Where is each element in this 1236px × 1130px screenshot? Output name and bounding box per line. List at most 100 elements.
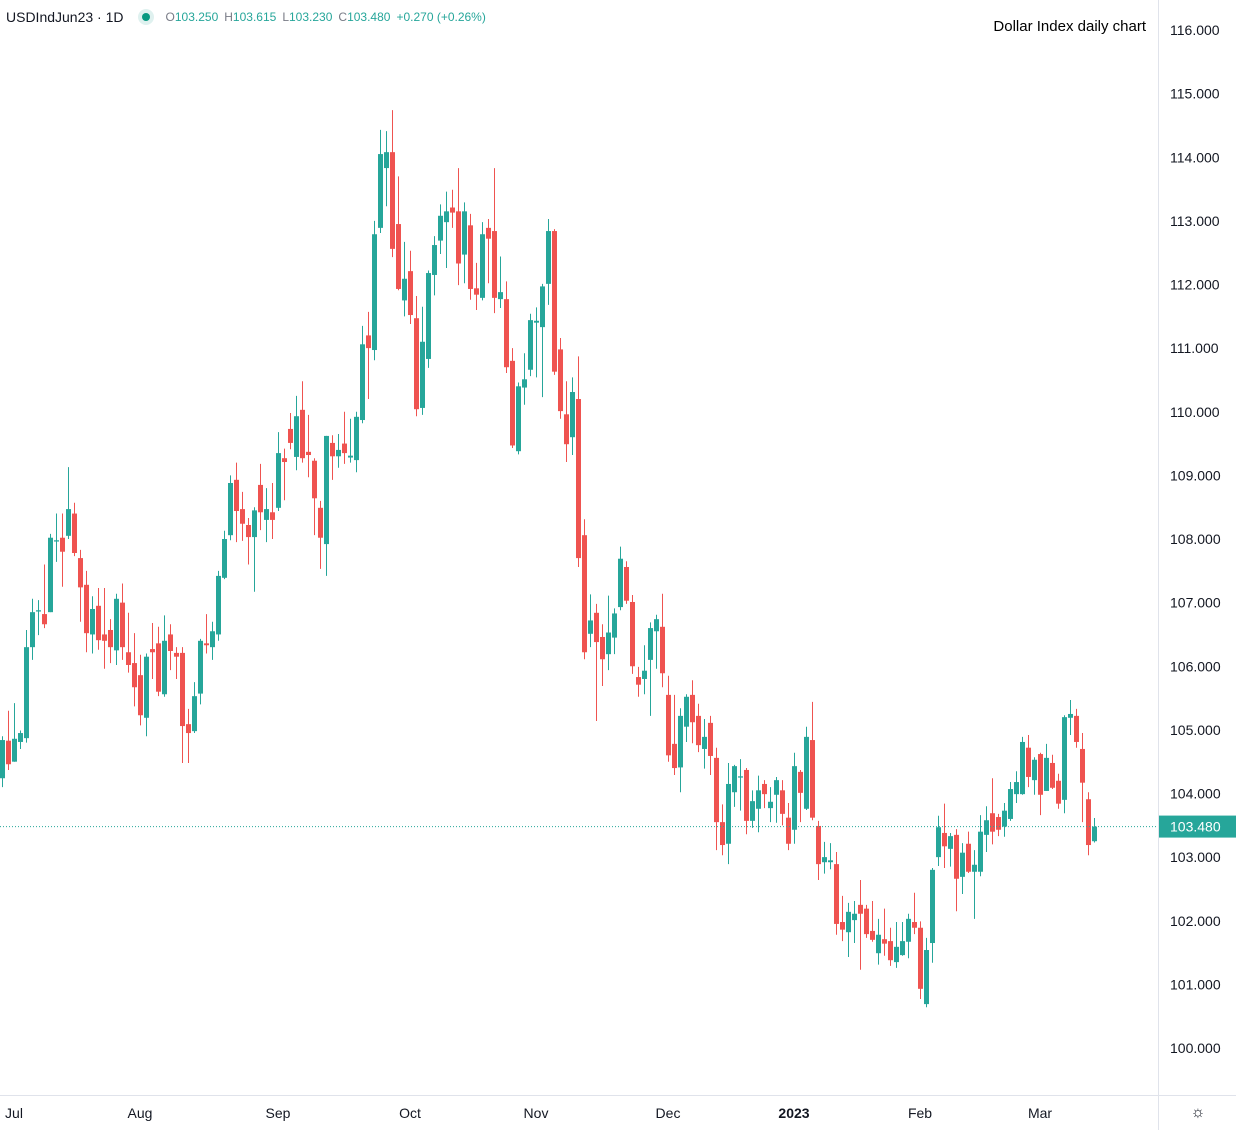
gear-icon[interactable]: ☼ — [1190, 1104, 1206, 1121]
candle-body — [732, 766, 737, 793]
candle-body — [408, 271, 413, 316]
candle — [894, 922, 899, 968]
candle-body — [996, 817, 1001, 830]
candle-body — [258, 484, 263, 513]
candle — [1002, 803, 1007, 837]
candle-body — [690, 694, 695, 723]
candle — [678, 708, 683, 793]
candle-body — [1032, 759, 1037, 781]
symbol-name[interactable]: USDIndJun23 · 1D — [6, 9, 124, 25]
candle — [1062, 715, 1067, 814]
candle-body — [456, 211, 461, 264]
candle-body — [108, 629, 113, 648]
candle-body — [900, 941, 905, 956]
candle-body — [390, 152, 395, 249]
candle — [252, 507, 257, 592]
candle — [474, 262, 479, 310]
candle — [372, 220, 377, 361]
candle-body — [1008, 789, 1013, 819]
candle — [972, 850, 977, 919]
candle-body — [300, 409, 305, 459]
candle — [804, 726, 809, 811]
candle — [948, 832, 953, 867]
candle-body — [366, 335, 371, 349]
candle-body — [102, 634, 107, 641]
candle — [594, 603, 599, 721]
candle — [168, 624, 173, 671]
candle — [276, 432, 281, 512]
candle — [1080, 733, 1085, 823]
candle — [468, 213, 473, 300]
candle-body — [12, 738, 17, 762]
candle-body — [270, 512, 275, 520]
price-tick-label: 105.000 — [1170, 722, 1221, 738]
candle — [564, 381, 569, 463]
candle — [954, 829, 959, 912]
candle — [942, 803, 947, 868]
candle — [1074, 708, 1079, 748]
candle — [132, 633, 137, 707]
candle — [240, 491, 245, 541]
candle — [48, 533, 53, 613]
candle — [1038, 752, 1043, 816]
candle — [1008, 782, 1013, 821]
candle — [366, 311, 371, 400]
time-tick-label: Jul — [5, 1105, 23, 1121]
candle — [246, 518, 251, 565]
candle — [600, 624, 605, 686]
candle-body — [246, 525, 251, 538]
candle-body — [534, 320, 539, 323]
candle-body — [156, 643, 161, 692]
candle — [924, 937, 929, 1008]
price-tick-label: 100.000 — [1170, 1040, 1221, 1056]
candle-body — [342, 443, 347, 454]
candle-body — [54, 540, 59, 542]
candle — [642, 645, 647, 695]
candle — [528, 313, 533, 377]
candle — [1050, 754, 1055, 790]
candle-body — [1092, 826, 1097, 842]
candle — [846, 902, 851, 958]
change-value: +0.270 (+0.26%) — [396, 10, 486, 24]
candle — [198, 638, 203, 705]
candle — [990, 778, 995, 845]
candle — [108, 619, 113, 664]
open-value: 103.250 — [174, 10, 219, 24]
candle-body — [978, 831, 983, 872]
candle — [510, 348, 515, 449]
candle — [6, 710, 11, 770]
candle-body — [6, 740, 11, 765]
candle-body — [870, 930, 875, 940]
candle-body — [120, 602, 125, 648]
candle-body — [192, 696, 197, 732]
price-axis[interactable]: 100.000 101.000 102.000 103.000 104.000 105.0… — [1170, 22, 1221, 1056]
candle — [426, 270, 431, 368]
time-axis[interactable]: Jul Aug Sep Oct Nov Dec 2023 Feb Mar — [5, 1105, 1052, 1121]
candle — [720, 804, 725, 856]
price-tick-label: 115.000 — [1170, 86, 1220, 102]
candle — [768, 787, 773, 823]
candle — [486, 218, 491, 284]
candle — [516, 382, 521, 455]
candle-body — [474, 288, 479, 295]
candle — [780, 780, 785, 826]
candle — [270, 483, 275, 539]
candle-body — [990, 813, 995, 832]
candle-body — [792, 766, 797, 830]
candle-body — [516, 386, 521, 452]
last-price-tag: 103.480 — [1159, 815, 1236, 838]
candle-body — [1020, 741, 1025, 795]
candle — [606, 595, 611, 671]
candle-body — [720, 822, 725, 846]
price-tick-label: 114.000 — [1170, 149, 1220, 165]
candle — [390, 110, 395, 258]
candle — [42, 564, 47, 629]
candle-body — [480, 234, 485, 298]
candle-body — [618, 558, 623, 608]
candle-body — [750, 801, 755, 821]
candle-body — [1068, 713, 1073, 718]
price-tick-label: 108.000 — [1170, 531, 1221, 547]
candle-body — [36, 610, 41, 612]
candle — [906, 913, 911, 959]
